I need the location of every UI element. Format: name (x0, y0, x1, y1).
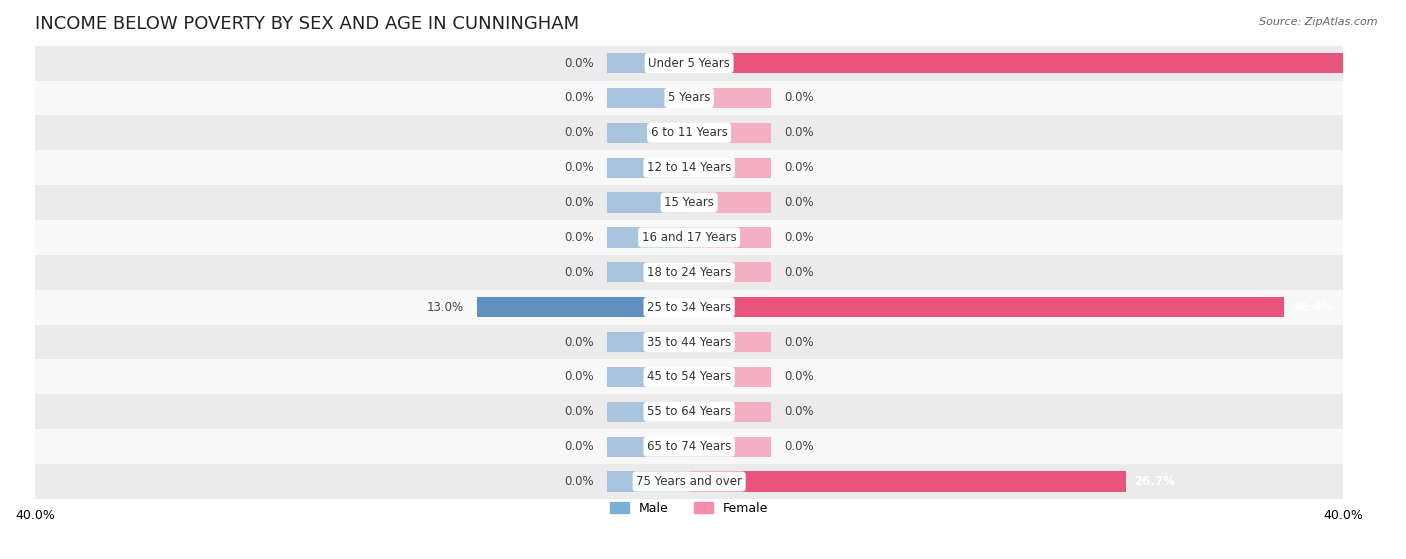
Text: 26.7%: 26.7% (1135, 475, 1175, 488)
Text: 0.0%: 0.0% (565, 92, 595, 105)
Text: 0.0%: 0.0% (785, 371, 814, 383)
Bar (35, 359, 1343, 394)
Bar (35, 80, 1343, 115)
Bar (689, 192, 770, 212)
Text: 15 Years: 15 Years (664, 196, 714, 209)
Bar (607, 88, 689, 108)
Bar (35, 220, 1343, 255)
Text: 16 and 17 Years: 16 and 17 Years (641, 231, 737, 244)
Text: 0.0%: 0.0% (565, 405, 595, 418)
Text: 6 to 11 Years: 6 to 11 Years (651, 126, 727, 139)
Bar (689, 332, 770, 352)
Bar (607, 192, 689, 212)
Bar (607, 437, 689, 457)
Text: 0.0%: 0.0% (785, 440, 814, 453)
Text: 40.0%: 40.0% (1351, 56, 1392, 70)
Text: 12 to 14 Years: 12 to 14 Years (647, 161, 731, 174)
Bar (689, 88, 770, 108)
Bar (689, 471, 1126, 491)
Text: 0.0%: 0.0% (565, 231, 595, 244)
Text: Under 5 Years: Under 5 Years (648, 56, 730, 70)
Bar (689, 123, 770, 143)
Text: 0.0%: 0.0% (565, 126, 595, 139)
Bar (607, 53, 689, 73)
Text: 0.0%: 0.0% (565, 475, 595, 488)
Text: 0.0%: 0.0% (565, 161, 595, 174)
Text: 36.4%: 36.4% (1292, 301, 1334, 314)
Bar (477, 297, 689, 318)
Text: INCOME BELOW POVERTY BY SEX AND AGE IN CUNNINGHAM: INCOME BELOW POVERTY BY SEX AND AGE IN C… (35, 15, 579, 33)
Bar (35, 464, 1343, 499)
Text: 0.0%: 0.0% (565, 266, 595, 279)
Text: 0.0%: 0.0% (565, 440, 595, 453)
Text: 0.0%: 0.0% (565, 196, 595, 209)
Bar (607, 471, 689, 491)
Text: 13.0%: 13.0% (426, 301, 464, 314)
Text: 0.0%: 0.0% (785, 196, 814, 209)
Text: 0.0%: 0.0% (785, 231, 814, 244)
Bar (689, 402, 770, 422)
Text: 55 to 64 Years: 55 to 64 Years (647, 405, 731, 418)
Text: 5 Years: 5 Years (668, 92, 710, 105)
Bar (35, 150, 1343, 185)
Text: Source: ZipAtlas.com: Source: ZipAtlas.com (1260, 17, 1378, 27)
Text: 0.0%: 0.0% (785, 266, 814, 279)
Text: 25 to 34 Years: 25 to 34 Years (647, 301, 731, 314)
Text: 0.0%: 0.0% (785, 126, 814, 139)
Bar (35, 255, 1343, 290)
Bar (689, 228, 770, 248)
Text: 45 to 54 Years: 45 to 54 Years (647, 371, 731, 383)
Bar (689, 262, 770, 282)
Bar (35, 325, 1343, 359)
Bar (35, 429, 1343, 464)
Bar (689, 297, 1285, 318)
Bar (689, 158, 770, 178)
Bar (35, 185, 1343, 220)
Bar (689, 367, 770, 387)
Legend: Male, Female: Male, Female (606, 497, 773, 520)
Bar (607, 228, 689, 248)
Bar (607, 158, 689, 178)
Bar (35, 290, 1343, 325)
Text: 0.0%: 0.0% (565, 335, 595, 348)
Bar (607, 402, 689, 422)
Text: 35 to 44 Years: 35 to 44 Years (647, 335, 731, 348)
Bar (607, 367, 689, 387)
Bar (689, 53, 1343, 73)
Bar (689, 437, 770, 457)
Text: 0.0%: 0.0% (785, 92, 814, 105)
Bar (35, 46, 1343, 80)
Text: 18 to 24 Years: 18 to 24 Years (647, 266, 731, 279)
Text: 0.0%: 0.0% (565, 56, 595, 70)
Bar (607, 332, 689, 352)
Text: 0.0%: 0.0% (785, 161, 814, 174)
Text: 65 to 74 Years: 65 to 74 Years (647, 440, 731, 453)
Bar (607, 123, 689, 143)
Text: 0.0%: 0.0% (565, 371, 595, 383)
Bar (35, 115, 1343, 150)
Text: 0.0%: 0.0% (785, 335, 814, 348)
Text: 75 Years and over: 75 Years and over (636, 475, 742, 488)
Bar (607, 262, 689, 282)
Text: 0.0%: 0.0% (785, 405, 814, 418)
Bar (35, 394, 1343, 429)
